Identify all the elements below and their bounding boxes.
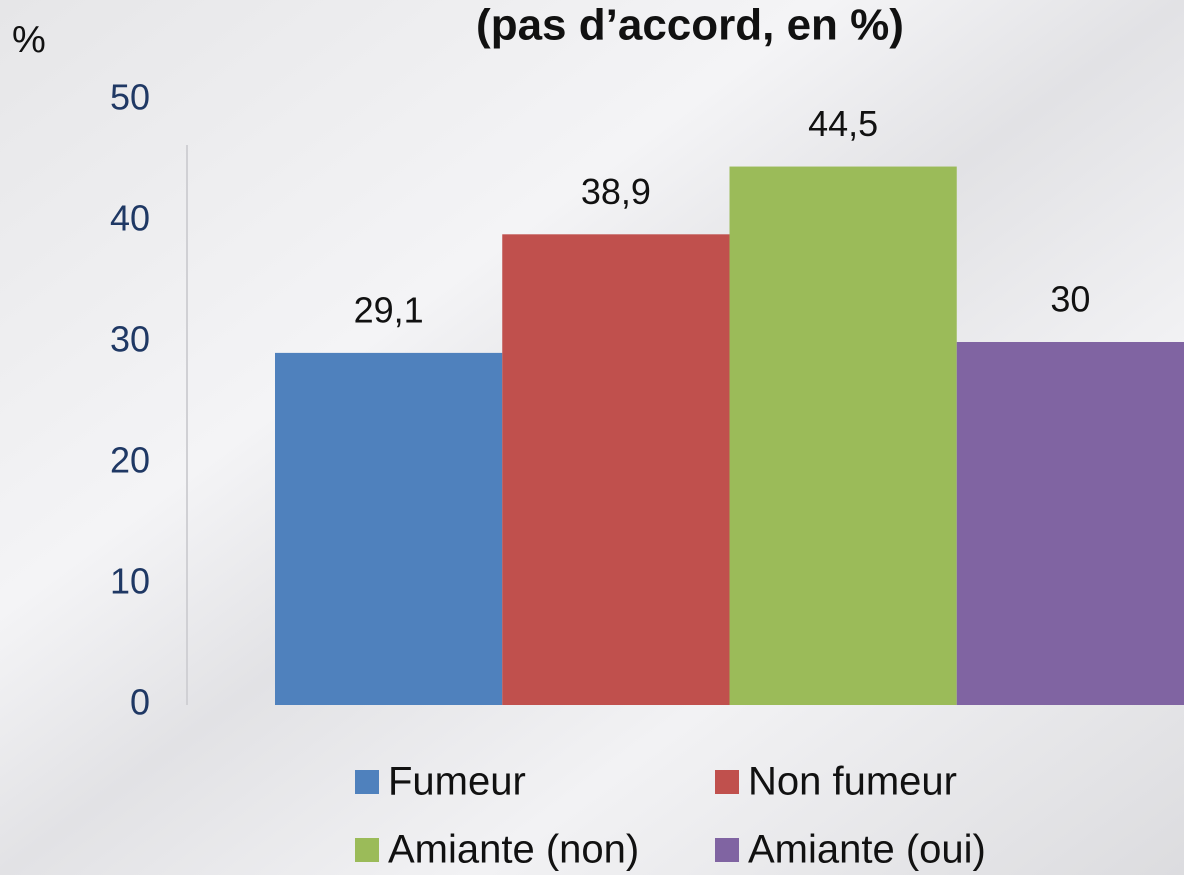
- y-tick-label: 20: [110, 440, 150, 481]
- y-axis-label: %: [12, 19, 46, 61]
- bar: [502, 234, 730, 705]
- y-tick-label: 10: [110, 561, 150, 602]
- bar: [956, 342, 1184, 705]
- chart-title: (pas d’accord, en %): [476, 1, 904, 50]
- y-tick-label: 0: [130, 682, 150, 723]
- legend-label: Amiante (non): [388, 828, 639, 872]
- y-tick-label: 50: [110, 77, 150, 118]
- y-tick-label: 30: [110, 319, 150, 360]
- legend-label: Amiante (oui): [748, 828, 986, 872]
- value-label: 44,5: [808, 103, 878, 144]
- legend-swatch: [715, 838, 739, 862]
- legend-swatch: [715, 770, 739, 794]
- value-label: 29,1: [354, 289, 424, 330]
- bar: [729, 166, 957, 706]
- legend-label: Non fumeur: [748, 760, 957, 804]
- legend-label: Fumeur: [388, 760, 526, 804]
- legend-swatch: [355, 838, 379, 862]
- y-tick-label: 40: [110, 198, 150, 239]
- value-label: 30: [1050, 279, 1090, 320]
- bar: [275, 352, 503, 705]
- legend-swatch: [355, 770, 379, 794]
- value-label: 38,9: [581, 171, 651, 212]
